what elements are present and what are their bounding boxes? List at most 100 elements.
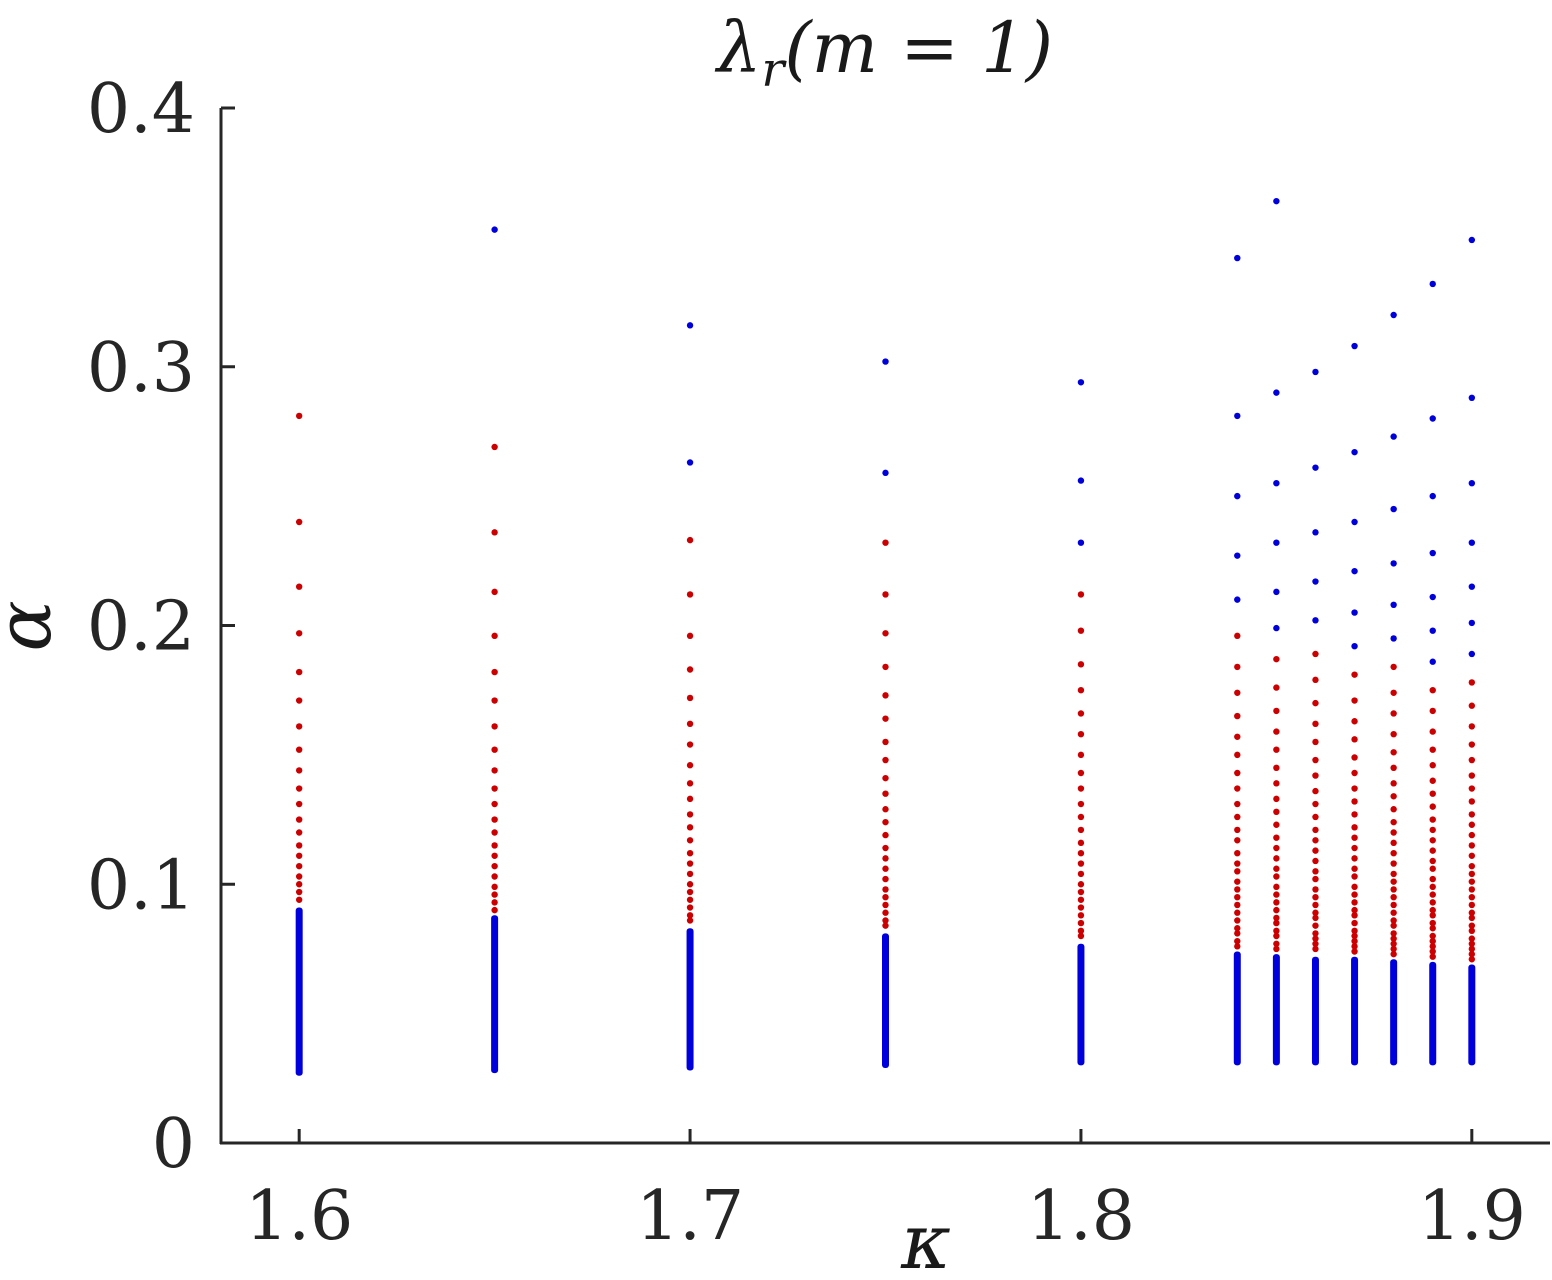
blue-point xyxy=(1273,389,1280,396)
blue-dense-band xyxy=(882,933,889,1068)
red-point xyxy=(295,852,303,859)
red-point xyxy=(686,888,694,896)
red-point xyxy=(1312,800,1319,808)
blue-point xyxy=(1468,650,1476,658)
blue-point xyxy=(1234,412,1241,420)
red-point xyxy=(1077,769,1085,777)
blue-point xyxy=(1273,197,1280,205)
red-point xyxy=(1351,824,1358,831)
red-point xyxy=(1312,720,1319,728)
red-point xyxy=(295,518,303,526)
red-point xyxy=(295,873,303,880)
red-point xyxy=(1390,780,1397,787)
red-point xyxy=(295,829,303,836)
red-point xyxy=(1312,914,1319,922)
red-point xyxy=(1468,901,1476,909)
red-point xyxy=(1468,842,1476,849)
red-point xyxy=(1351,754,1358,761)
red-point xyxy=(882,818,889,826)
blue-point xyxy=(882,469,889,477)
red-point xyxy=(1429,746,1436,753)
red-point xyxy=(1429,847,1436,854)
red-point xyxy=(686,824,694,831)
y-tick-label: 0.3 xyxy=(87,329,195,408)
red-point xyxy=(1273,906,1280,914)
red-point xyxy=(1234,917,1241,924)
blue-point xyxy=(1312,529,1319,536)
red-point xyxy=(1468,702,1476,709)
red-point xyxy=(1429,891,1436,898)
red-point xyxy=(1312,893,1319,901)
blue-point xyxy=(1429,593,1436,601)
red-point xyxy=(295,723,303,730)
red-point xyxy=(491,852,498,859)
red-point xyxy=(686,896,694,903)
blue-point xyxy=(1468,394,1476,401)
red-point xyxy=(1390,935,1397,942)
red-point xyxy=(882,591,889,598)
red-point xyxy=(1429,777,1436,784)
red-point xyxy=(1312,699,1319,707)
red-point xyxy=(1234,663,1241,671)
red-point xyxy=(1351,948,1358,955)
red-point xyxy=(491,842,498,849)
blue-point xyxy=(1234,596,1241,603)
red-point xyxy=(1390,850,1397,857)
red-point xyxy=(1390,818,1397,826)
tick-marks xyxy=(221,106,1474,1145)
red-point xyxy=(1468,741,1476,748)
red-point xyxy=(491,800,498,808)
red-point xyxy=(1429,948,1436,955)
blue-point xyxy=(1351,567,1358,575)
red-point xyxy=(1273,883,1280,891)
red-point xyxy=(1468,785,1476,792)
blue-point xyxy=(1429,658,1436,665)
blue-point xyxy=(1390,433,1397,440)
red-point xyxy=(295,767,303,774)
red-point xyxy=(1351,883,1358,891)
red-point xyxy=(1351,844,1358,852)
red-point xyxy=(491,529,498,536)
red-point xyxy=(1390,917,1397,924)
red-point xyxy=(1468,922,1476,929)
red-point xyxy=(1468,821,1476,828)
red-point xyxy=(491,873,498,880)
red-point xyxy=(1390,922,1397,929)
red-point xyxy=(882,865,889,872)
red-point xyxy=(686,591,694,598)
red-point xyxy=(1390,878,1397,885)
red-point xyxy=(1351,736,1358,743)
red-point xyxy=(1312,650,1319,658)
red-point xyxy=(686,720,694,728)
red-point xyxy=(295,816,303,823)
red-point xyxy=(1468,811,1476,818)
red-point xyxy=(1468,878,1476,885)
red-point xyxy=(1234,850,1241,857)
red-point xyxy=(1468,723,1476,730)
blue-point xyxy=(1273,479,1280,487)
red-point xyxy=(1312,813,1319,821)
red-point xyxy=(491,816,498,823)
red-point xyxy=(1273,795,1280,803)
red-point xyxy=(1312,886,1319,893)
red-point xyxy=(1077,627,1085,634)
red-point xyxy=(1077,904,1085,911)
red-point xyxy=(1468,935,1476,942)
red-point xyxy=(1429,925,1436,932)
red-point xyxy=(491,723,498,730)
red-point xyxy=(295,785,303,792)
red-point xyxy=(1077,927,1085,935)
blue-point xyxy=(1312,368,1319,376)
red-point xyxy=(1077,839,1085,847)
red-point xyxy=(491,697,498,704)
red-point xyxy=(1390,860,1397,867)
red-point xyxy=(1234,868,1241,875)
red-point xyxy=(1273,834,1280,841)
red-point xyxy=(1351,785,1358,792)
chart-title-text: λr(m = 1) xyxy=(714,7,1053,98)
red-point xyxy=(491,829,498,836)
red-point xyxy=(1273,873,1280,880)
red-point xyxy=(1429,937,1436,945)
red-point xyxy=(1273,865,1280,872)
